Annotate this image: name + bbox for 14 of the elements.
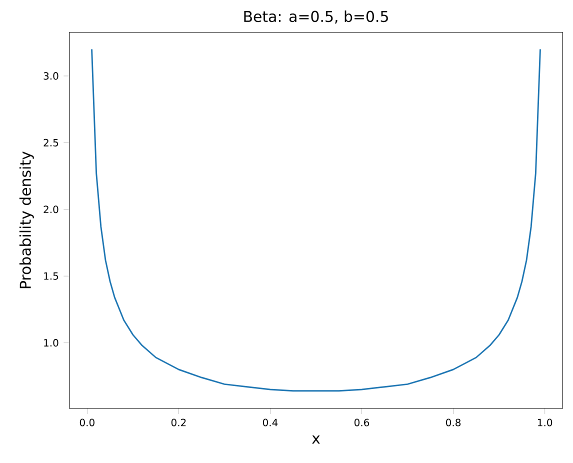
x-tick-label: 0.8 [446,418,461,426]
x-tick-label: 0.2 [171,418,186,426]
y-tick-label: 2.5 [44,138,58,146]
y-tick-label: 3.0 [44,72,58,80]
chart-title: Beta: a=0.5, b=0.5 [244,10,388,24]
x-axis-title: x [312,435,320,444]
y-tick-label: 2.0 [44,206,58,214]
y-axis-title: Probability density [19,152,34,288]
x-tick-label: 0.4 [262,418,278,426]
x-tick-label: 0.0 [80,418,94,426]
x-tick-label: 0.6 [354,418,370,426]
x-tick-label: 1.0 [538,418,552,426]
y-tick-label: 1.0 [44,339,58,347]
y-tick-label: 1.5 [44,272,58,280]
